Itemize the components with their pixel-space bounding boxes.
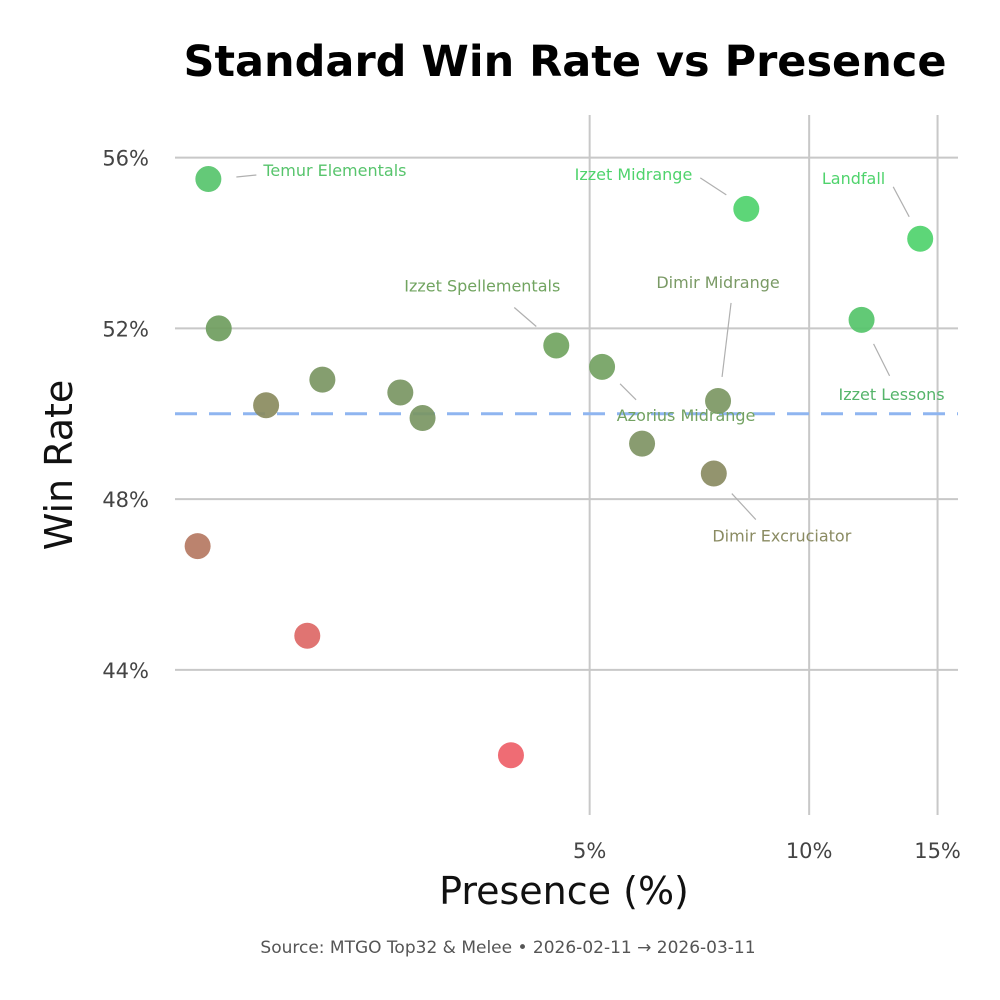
label-leader	[699, 177, 727, 196]
point-landfall	[907, 225, 934, 252]
y-tick-label: 44%	[102, 659, 149, 683]
point-label: Landfall	[822, 169, 885, 188]
data-points	[184, 166, 934, 769]
label-leader	[731, 493, 757, 520]
y-axis-title: Win Rate	[37, 380, 81, 551]
data-point	[629, 430, 656, 457]
label-leader	[513, 307, 537, 327]
x-axis-title: Presence (%)	[439, 869, 689, 913]
point-labels: Temur Elementals Izzet Midrange Landfall Iz…	[262, 161, 944, 546]
point-label: Izzet Lessons	[839, 385, 945, 404]
point-izzet-midrange	[733, 195, 760, 222]
data-point	[184, 533, 211, 560]
point-label: Dimir Excruciator	[712, 527, 851, 546]
source-caption: Source: MTGO Top32 & Melee • 2026-02-11 …	[260, 938, 755, 958]
gridlines	[175, 115, 958, 815]
data-point	[294, 622, 321, 649]
tick-labels: 44% 48% 52% 56% 5% 10% 15%	[102, 147, 961, 863]
x-tick-label: 10%	[786, 839, 833, 863]
point-dimir-excruciator	[700, 460, 727, 487]
point-label: Izzet Midrange	[575, 165, 693, 184]
data-point	[205, 315, 232, 342]
y-tick-label: 52%	[102, 317, 149, 341]
data-point	[387, 379, 414, 406]
point-izzet-spellementals	[543, 332, 570, 359]
point-label: Izzet Spellementals	[404, 276, 560, 295]
x-tick-label: 15%	[914, 839, 961, 863]
data-point	[409, 405, 436, 432]
point-label: Dimir Midrange	[656, 273, 779, 292]
point-azorius-midrange	[589, 353, 616, 380]
point-izzet-lessons	[848, 306, 875, 333]
y-tick-label: 56%	[102, 147, 149, 171]
data-point	[497, 742, 524, 769]
label-leader	[873, 343, 891, 377]
chart-title: Standard Win Rate vs Presence	[184, 37, 947, 87]
data-point	[253, 392, 280, 419]
label-leader	[892, 186, 910, 218]
label-leaders	[236, 174, 910, 520]
label-leader	[721, 302, 732, 378]
point-dimir-midrange	[705, 387, 732, 414]
y-tick-label: 48%	[102, 488, 149, 512]
point-label: Temur Elementals	[262, 161, 406, 180]
point-temur-elementals	[195, 166, 222, 193]
data-point	[309, 366, 336, 393]
label-leader	[236, 174, 257, 178]
x-tick-label: 5%	[573, 839, 606, 863]
label-leader	[619, 383, 637, 401]
point-label: Azorius Midrange	[617, 406, 756, 425]
